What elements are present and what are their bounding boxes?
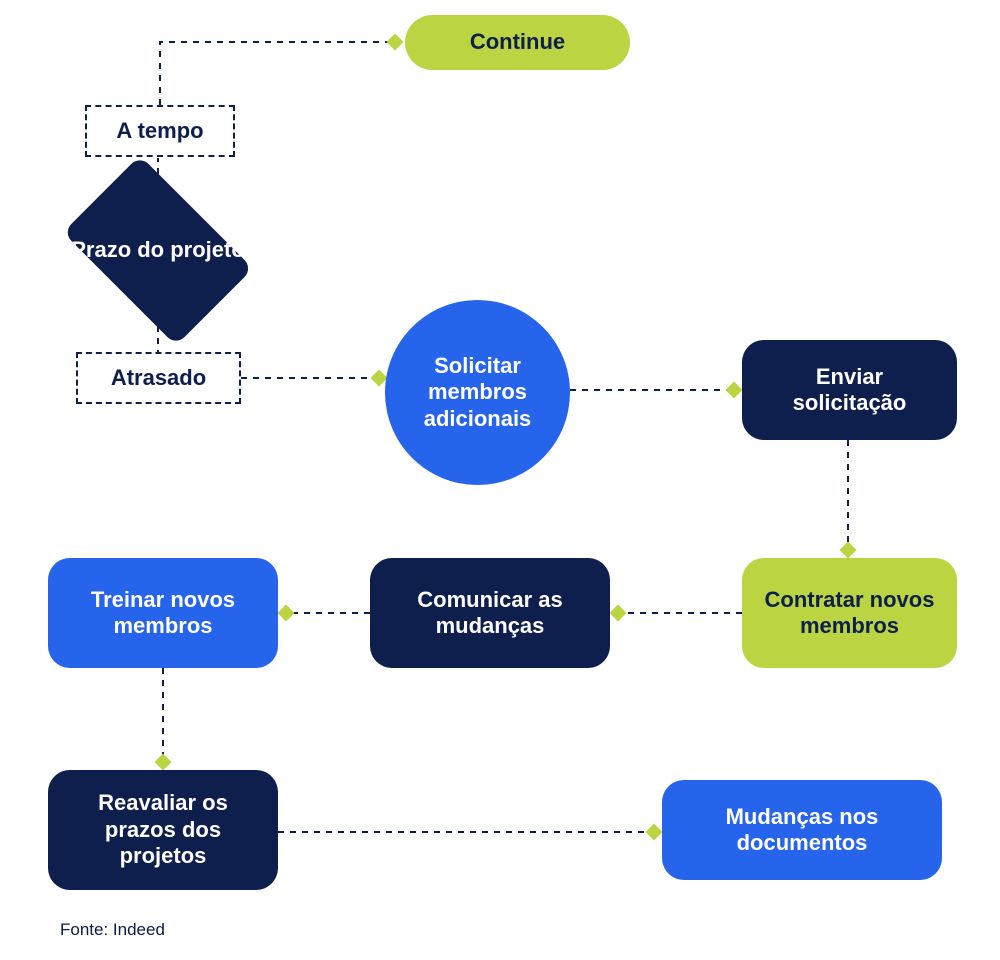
node-atrasado-label: Atrasado: [111, 365, 206, 391]
node-continue-label: Continue: [470, 29, 565, 55]
flowchart-canvas: Continue A tempo Prazo do projeto Atrasa…: [0, 0, 1000, 960]
node-treinar: Treinar novos membros: [48, 558, 278, 668]
node-atrasado: Atrasado: [76, 352, 241, 404]
node-mudancas: Mudanças nos documentos: [662, 780, 942, 880]
node-contratar: Contratar novos membros: [742, 558, 957, 668]
node-prazo: Prazo do projeto: [30, 180, 286, 321]
node-comunicar: Comunicar as mudanças: [370, 558, 610, 668]
node-contratar-label: Contratar novos membros: [760, 587, 939, 640]
node-comunicar-label: Comunicar as mudanças: [388, 587, 592, 640]
source-text: Fonte: Indeed: [60, 920, 165, 939]
edge-marker-reavaliar-mudancas: [646, 824, 663, 841]
node-prazo-label: Prazo do projeto: [71, 237, 245, 263]
node-solicitar: Solicitar membros adicionais: [385, 300, 570, 485]
node-enviar: Enviar solicitação: [742, 340, 957, 440]
node-enviar-label: Enviar solicitação: [760, 364, 939, 417]
node-mudancas-label: Mudanças nos documentos: [680, 804, 924, 857]
node-reavaliar-label: Reavaliar os prazos dos projetos: [66, 790, 260, 869]
edge-marker-solicitar-enviar: [726, 382, 743, 399]
edge-marker-contratar-comunicar: [610, 605, 627, 622]
node-a-tempo-label: A tempo: [116, 118, 203, 144]
node-continue: Continue: [405, 15, 630, 70]
node-treinar-label: Treinar novos membros: [66, 587, 260, 640]
source-label: Fonte: Indeed: [60, 920, 165, 940]
edge-atempo-continue: [160, 42, 395, 105]
edge-marker-comunicar-treinar: [278, 605, 295, 622]
edge-marker-enviar-contratar: [840, 542, 857, 559]
node-reavaliar: Reavaliar os prazos dos projetos: [48, 770, 278, 890]
node-solicitar-label: Solicitar membros adicionais: [403, 353, 552, 432]
edge-marker-treinar-reavaliar: [155, 754, 172, 771]
node-a-tempo: A tempo: [85, 105, 235, 157]
node-prazo-label-wrap: Prazo do projeto: [30, 180, 286, 321]
edge-marker-atempo-continue: [387, 34, 404, 51]
